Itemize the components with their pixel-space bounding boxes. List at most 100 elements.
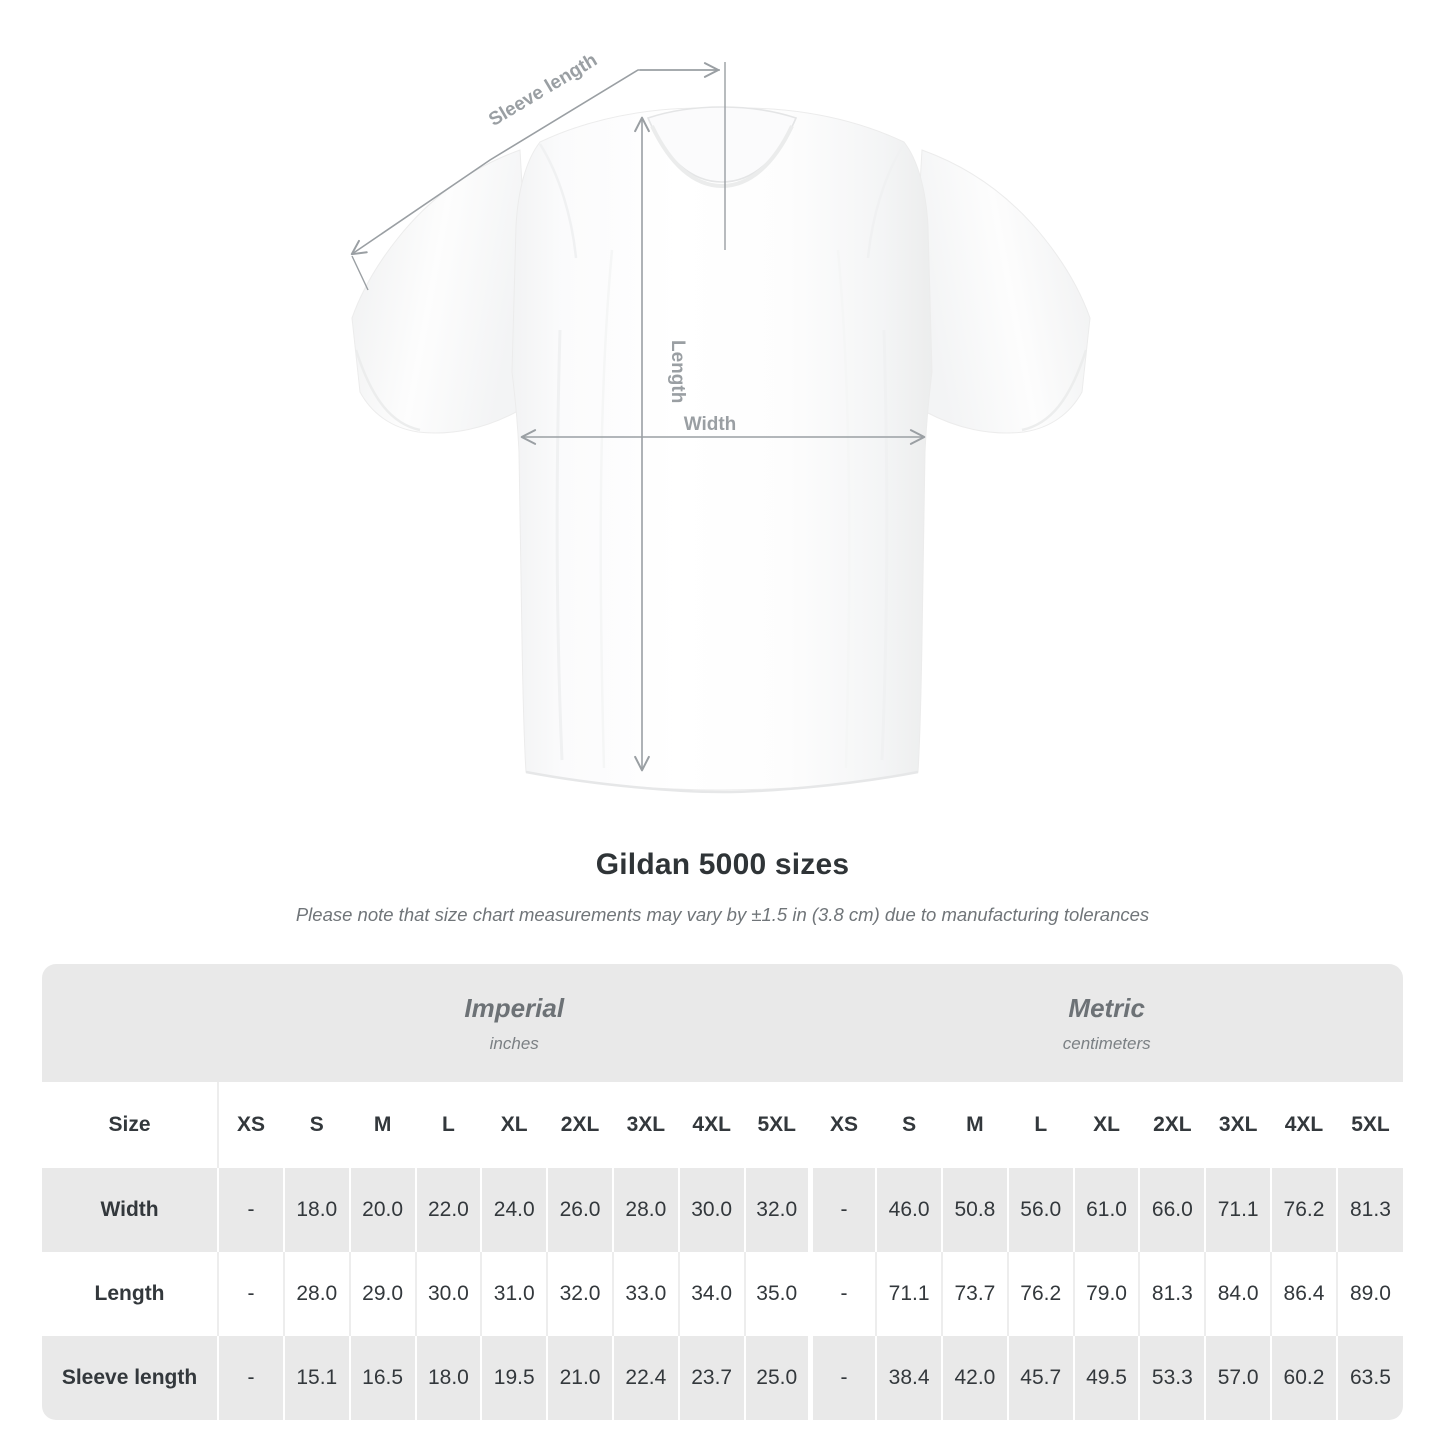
cell-length-metric-xl: 79.0 [1073,1252,1141,1336]
unit-system-row: Imperial inches Metric centimeters [42,964,1403,1082]
unit-system-imperial-unit: inches [489,1033,539,1053]
header-size-label: Size [42,1082,220,1168]
cell-sleeve-metric-3xl: 57.0 [1205,1336,1273,1420]
cell-width-metric-s: 46.0 [876,1168,944,1252]
cell-sleeve-metric-m: 42.0 [942,1336,1009,1420]
cell-length-metric-m: 73.7 [942,1252,1009,1336]
cell-width-metric-xs: - [810,1168,878,1252]
size-chart-table-wrap: Imperial inches Metric centimeters Size … [42,964,1403,1420]
cell-sleeve-metric-2xl: 53.3 [1139,1336,1207,1420]
col-header-imperial-l: L [415,1082,483,1168]
cell-width-metric-5xl: 81.3 [1336,1168,1403,1252]
unit-system-metric-unit: centimeters [1062,1033,1151,1053]
col-header-metric-m: M [942,1082,1009,1168]
cell-width-imperial-xl: 24.0 [481,1168,549,1252]
cell-width-imperial-3xl: 28.0 [612,1168,680,1252]
cell-length-imperial-2xl: 32.0 [547,1252,614,1336]
cell-sleeve-imperial-m: 16.5 [349,1336,417,1420]
cell-length-metric-s: 71.1 [876,1252,944,1336]
cell-sleeve-imperial-3xl: 22.4 [612,1336,680,1420]
cell-length-imperial-5xl: 35.0 [744,1252,813,1336]
unit-system-metric: Metric centimeters [810,964,1403,1082]
measurement-lines [350,62,926,772]
cell-width-imperial-s: 18.0 [283,1168,351,1252]
unit-system-metric-name: Metric [1068,993,1145,1024]
col-header-imperial-xl: XL [481,1082,549,1168]
cell-sleeve-metric-xl: 49.5 [1073,1336,1141,1420]
table-row: Width - 18.0 20.0 22.0 24.0 26.0 28.0 30… [42,1168,1403,1252]
col-header-metric-4xl: 4XL [1271,1082,1338,1168]
cell-width-metric-4xl: 76.2 [1271,1168,1338,1252]
tshirt-measurement-diagram: Sleeve length Length Width [350,50,1091,794]
cell-length-metric-4xl: 86.4 [1271,1252,1338,1336]
cell-length-metric-xs: - [810,1252,878,1336]
cell-sleeve-imperial-s: 15.1 [283,1336,351,1420]
col-header-imperial-5xl: 5XL [744,1082,813,1168]
cell-length-imperial-3xl: 33.0 [612,1252,680,1336]
page-title: Gildan 5000 sizes [595,848,850,881]
cell-width-imperial-5xl: 32.0 [744,1168,813,1252]
col-header-metric-3xl: 3XL [1205,1082,1273,1168]
col-header-metric-l: L [1007,1082,1075,1168]
unit-band-spacer [42,964,219,1082]
col-header-metric-2xl: 2XL [1139,1082,1207,1168]
cell-length-imperial-l: 30.0 [415,1252,483,1336]
col-header-imperial-4xl: 4XL [678,1082,746,1168]
cell-width-imperial-xs: - [218,1168,285,1252]
col-header-imperial-3xl: 3XL [612,1082,680,1168]
row-label-sleeve-length: Sleeve length [42,1336,220,1420]
col-header-metric-s: S [876,1082,944,1168]
cell-width-metric-m: 50.8 [942,1168,1009,1252]
title-block: Gildan 5000 sizes Please note that size … [0,830,1445,926]
cell-width-imperial-2xl: 26.0 [547,1168,614,1252]
cell-width-metric-l: 56.0 [1007,1168,1075,1252]
cell-sleeve-metric-4xl: 60.2 [1271,1336,1338,1420]
cell-width-metric-xl: 61.0 [1073,1168,1141,1252]
cell-length-imperial-4xl: 34.0 [678,1252,746,1336]
table-row: Sleeve length - 15.1 16.5 18.0 19.5 21.0… [42,1336,1403,1420]
sleeve-length-label: Sleeve length [485,50,601,131]
col-header-metric-5xl: 5XL [1336,1082,1403,1168]
table-row: Length - 28.0 29.0 30.0 31.0 32.0 33.0 3… [42,1252,1403,1336]
row-label-length: Length [42,1252,220,1336]
size-chart-table: Imperial inches Metric centimeters Size … [42,964,1403,1420]
col-header-metric-xs: XS [810,1082,878,1168]
tolerance-note: Please note that size chart measurements… [295,904,1150,925]
cell-sleeve-imperial-xs: - [218,1336,285,1420]
cell-length-metric-l: 76.2 [1007,1252,1075,1336]
col-header-metric-xl: XL [1073,1082,1141,1168]
cell-sleeve-metric-5xl: 63.5 [1336,1336,1403,1420]
col-header-imperial-xs: XS [218,1082,285,1168]
cell-sleeve-metric-s: 38.4 [876,1336,944,1420]
row-label-width: Width [42,1168,220,1252]
cell-length-metric-3xl: 84.0 [1205,1252,1273,1336]
cell-sleeve-imperial-l: 18.0 [415,1336,483,1420]
tshirt-shape [351,106,1091,794]
tshirt-illustration: Sleeve length Length Width [350,50,1091,794]
table-header-row: Size XS S M L XL 2XL 3XL 4XL 5XL XS S M … [42,1082,1403,1168]
cell-sleeve-imperial-xl: 19.5 [481,1336,549,1420]
cell-sleeve-imperial-5xl: 25.0 [744,1336,813,1420]
cell-length-metric-2xl: 81.3 [1139,1252,1207,1336]
unit-system-imperial-name: Imperial [464,993,565,1024]
cell-width-imperial-m: 20.0 [349,1168,417,1252]
cell-length-imperial-xs: - [218,1252,285,1336]
unit-system-imperial: Imperial inches [218,964,811,1082]
cell-width-metric-3xl: 71.1 [1205,1168,1273,1252]
cell-length-imperial-xl: 31.0 [481,1252,549,1336]
col-header-imperial-2xl: 2XL [547,1082,614,1168]
cell-sleeve-metric-l: 45.7 [1007,1336,1075,1420]
col-header-imperial-m: M [349,1082,417,1168]
cell-length-imperial-s: 28.0 [283,1252,351,1336]
cell-sleeve-metric-xs: - [810,1336,878,1420]
cell-sleeve-imperial-2xl: 21.0 [547,1336,614,1420]
col-header-imperial-s: S [283,1082,351,1168]
cell-length-imperial-m: 29.0 [349,1252,417,1336]
cell-length-metric-5xl: 89.0 [1336,1252,1403,1336]
cell-width-imperial-l: 22.0 [415,1168,483,1252]
cell-width-imperial-4xl: 30.0 [678,1168,746,1252]
cell-sleeve-imperial-4xl: 23.7 [678,1336,746,1420]
length-label: Length [667,340,688,403]
width-label: Width [684,414,737,435]
cell-width-metric-2xl: 66.0 [1139,1168,1207,1252]
